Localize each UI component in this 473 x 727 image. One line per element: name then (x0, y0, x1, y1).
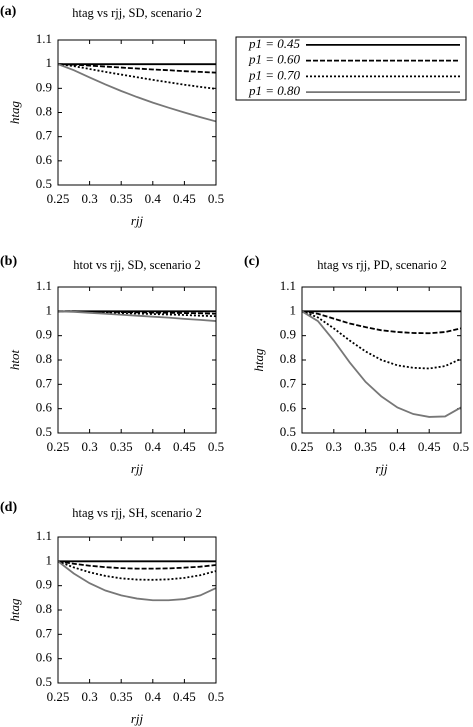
x-tick-label: 0.4 (389, 439, 406, 454)
x-tick-label: 0.3 (81, 439, 97, 454)
y-tick-label: 0.9 (36, 79, 52, 94)
x-tick-label: 0.4 (145, 439, 162, 454)
y-tick-label: 0.5 (36, 424, 52, 439)
y-tick-label: 0.9 (36, 577, 52, 592)
y-axis-label: htag (7, 598, 22, 622)
x-tick-label: 0.3 (81, 689, 97, 704)
series-line (301, 310, 462, 335)
series-line (301, 310, 462, 418)
y-tick-label: 1 (290, 302, 297, 317)
x-axis-label: rjj (131, 213, 144, 228)
series-line (57, 63, 217, 74)
x-tick-label: 0.25 (47, 689, 70, 704)
x-tick-label: 0.4 (145, 689, 162, 704)
x-tick-label: 0.35 (110, 689, 133, 704)
x-tick-label: 0.45 (418, 439, 441, 454)
x-tick-label: 0.45 (173, 439, 196, 454)
x-tick-label: 0.3 (81, 191, 97, 206)
legend-box (235, 36, 467, 101)
panel-label: (b) (0, 254, 17, 269)
y-tick-label: 1.1 (36, 31, 52, 46)
x-tick-label: 0.35 (354, 439, 377, 454)
legend-label: p1 = 0.70 (248, 67, 301, 82)
x-axis-label: rjj (131, 461, 144, 476)
legend-label: p1 = 0.45 (248, 36, 301, 51)
series-line (57, 560, 217, 602)
y-tick-label: 1.1 (36, 528, 52, 543)
y-tick-label: 0.7 (36, 625, 53, 640)
plot-frame (57, 286, 217, 434)
y-tick-label: 1.1 (36, 278, 52, 293)
y-tick-label: 0.6 (36, 650, 53, 665)
x-axis-label: rjj (131, 711, 144, 726)
y-tick-label: 0.8 (36, 103, 52, 118)
series-line (58, 310, 217, 315)
y-tick-label: 0.8 (36, 601, 52, 616)
x-tick-label: 0.45 (173, 191, 196, 206)
y-tick-label: 0.9 (280, 327, 296, 342)
x-tick-label: 0.25 (47, 439, 70, 454)
plot-frame (57, 536, 217, 684)
legend-label: p1 = 0.80 (248, 83, 301, 98)
x-tick-label: 0.4 (145, 191, 162, 206)
y-tick-label: 0.5 (36, 674, 52, 689)
chart-title: htag vs rjj, SH, scenario 2 (72, 506, 202, 520)
y-tick-label: 0.7 (36, 375, 53, 390)
series-line (57, 63, 217, 123)
x-tick-label: 0.35 (110, 439, 133, 454)
x-tick-label: 0.5 (208, 439, 224, 454)
x-axis-label: rjj (375, 461, 388, 476)
x-tick-label: 0.5 (453, 439, 469, 454)
x-tick-label: 0.5 (208, 191, 224, 206)
y-tick-label: 0.7 (280, 375, 297, 390)
y-axis-label: htag (7, 100, 22, 124)
y-tick-label: 0.5 (36, 176, 52, 191)
y-axis-label: htot (7, 350, 22, 371)
y-tick-label: 1 (46, 552, 53, 567)
series-line (57, 560, 217, 581)
chart-title: htag vs rjj, SD, scenario 2 (72, 6, 202, 20)
y-tick-label: 1 (46, 302, 53, 317)
x-tick-label: 0.45 (173, 689, 196, 704)
chart-title: htot vs rjj, SD, scenario 2 (73, 258, 200, 272)
series-line (57, 560, 217, 570)
plot-frame (57, 39, 217, 186)
x-tick-label: 0.25 (47, 191, 70, 206)
series-line (57, 63, 217, 90)
x-tick-label: 0.35 (110, 191, 133, 206)
y-tick-label: 1.1 (280, 278, 296, 293)
y-tick-label: 0.7 (36, 128, 53, 143)
x-tick-label: 0.5 (208, 689, 224, 704)
y-axis-label: htag (251, 348, 266, 372)
series-line (301, 310, 462, 370)
x-tick-label: 0.3 (326, 439, 342, 454)
y-tick-label: 0.5 (280, 424, 296, 439)
y-tick-label: 0.9 (36, 327, 52, 342)
y-tick-label: 0.8 (280, 351, 296, 366)
panel-label: (d) (0, 500, 17, 515)
y-tick-label: 0.6 (36, 152, 53, 167)
panel-label: (c) (244, 254, 260, 269)
chart-title: htag vs rjj, PD, scenario 2 (317, 258, 447, 272)
x-tick-label: 0.25 (291, 439, 314, 454)
legend-label: p1 = 0.60 (248, 52, 301, 67)
y-tick-label: 0.6 (280, 400, 297, 415)
y-tick-label: 0.8 (36, 351, 52, 366)
panel-label: (a) (0, 4, 17, 19)
plot-frame (301, 286, 462, 434)
series-line (57, 310, 217, 322)
y-tick-label: 1 (46, 55, 53, 70)
y-tick-label: 0.6 (36, 400, 53, 415)
